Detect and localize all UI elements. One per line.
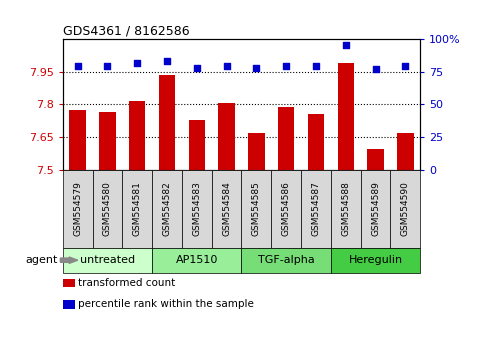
Text: GDS4361 / 8162586: GDS4361 / 8162586 — [63, 25, 189, 38]
Text: percentile rank within the sample: percentile rank within the sample — [78, 299, 254, 309]
Text: GSM554588: GSM554588 — [341, 181, 350, 236]
Bar — [248, 133, 265, 170]
Text: TGF-alpha: TGF-alpha — [258, 255, 314, 265]
Text: transformed count: transformed count — [78, 278, 175, 288]
Bar — [368, 149, 384, 170]
Text: GSM554580: GSM554580 — [103, 181, 112, 236]
Point — [401, 64, 409, 69]
Point — [253, 65, 260, 70]
Point — [74, 64, 82, 69]
Text: untreated: untreated — [80, 255, 135, 265]
Text: GSM554579: GSM554579 — [73, 181, 82, 236]
Bar — [93, 170, 122, 248]
Text: GSM554583: GSM554583 — [192, 181, 201, 236]
Bar — [308, 114, 324, 170]
Text: GSM554587: GSM554587 — [312, 181, 320, 236]
Text: GSM554586: GSM554586 — [282, 181, 291, 236]
Bar — [397, 133, 413, 170]
Point — [104, 64, 112, 69]
Text: agent: agent — [26, 255, 58, 265]
Bar — [331, 170, 361, 248]
Bar — [271, 170, 301, 248]
Bar — [189, 120, 205, 170]
Text: GSM554590: GSM554590 — [401, 181, 410, 236]
Bar — [129, 101, 145, 170]
Point — [163, 58, 171, 64]
Bar — [331, 248, 420, 273]
Bar — [63, 248, 152, 273]
Bar — [159, 75, 175, 170]
Text: Heregulin: Heregulin — [348, 255, 403, 265]
Bar — [338, 63, 354, 170]
Point — [223, 64, 230, 69]
Text: GSM554584: GSM554584 — [222, 182, 231, 236]
Bar — [152, 248, 242, 273]
Bar — [152, 170, 182, 248]
Point — [372, 66, 380, 72]
Point — [133, 60, 141, 65]
Bar — [242, 248, 331, 273]
Text: GSM554589: GSM554589 — [371, 181, 380, 236]
Bar — [182, 170, 212, 248]
Bar — [361, 170, 390, 248]
Point — [342, 43, 350, 48]
Bar — [70, 110, 86, 170]
Bar — [99, 112, 115, 170]
Bar — [218, 103, 235, 170]
Point — [282, 64, 290, 69]
Point — [312, 64, 320, 69]
Bar — [278, 107, 294, 170]
Bar — [122, 170, 152, 248]
Bar — [242, 170, 271, 248]
Bar — [63, 170, 93, 248]
Text: GSM554582: GSM554582 — [163, 182, 171, 236]
Bar — [301, 170, 331, 248]
Text: AP1510: AP1510 — [176, 255, 218, 265]
Text: GSM554581: GSM554581 — [133, 181, 142, 236]
Bar — [390, 170, 420, 248]
Bar — [212, 170, 242, 248]
Point — [193, 65, 201, 70]
Text: GSM554585: GSM554585 — [252, 181, 261, 236]
